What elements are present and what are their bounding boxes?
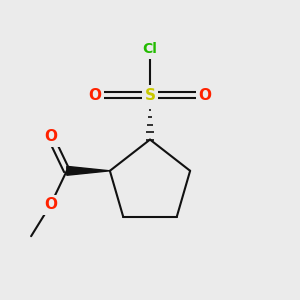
- Text: O: O: [44, 129, 57, 144]
- Text: Cl: Cl: [142, 42, 158, 56]
- Text: S: S: [145, 88, 155, 103]
- Polygon shape: [67, 166, 110, 175]
- Text: O: O: [199, 88, 212, 103]
- Text: O: O: [88, 88, 101, 103]
- Text: O: O: [44, 197, 57, 212]
